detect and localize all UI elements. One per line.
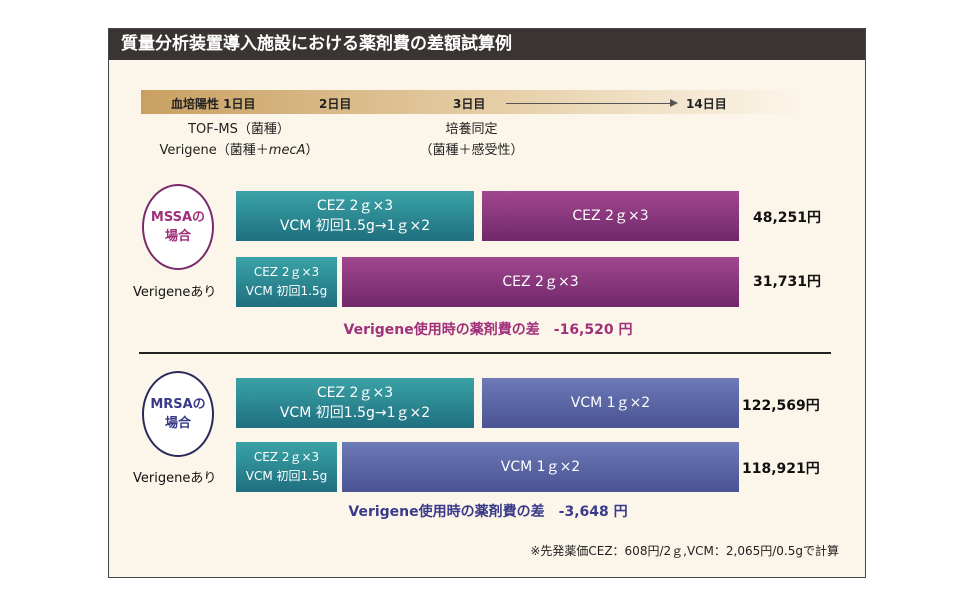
timeline-day2: 2日目 <box>319 97 352 111</box>
text: 場合 <box>164 229 191 244</box>
day1-methods: TOF-MS（菌種） Verigene（菌種＋mecA） <box>129 119 349 161</box>
text: CEZ 2ｇ×3 <box>572 208 649 224</box>
mrsa-row1-bar2: VCM 1ｇ×2 <box>482 378 739 428</box>
text: CEZ 2ｇ×3 <box>253 450 320 464</box>
mssa-label: MSSAの場合 <box>142 184 214 270</box>
mrsa-row1-amount: 122,569円 <box>742 398 820 414</box>
mssa-row2-amount: 31,731円 <box>753 274 822 290</box>
mssa-row1-bar1: CEZ 2ｇ×3 VCM 初回1.5g→1ｇ×2 <box>236 191 474 241</box>
text: VCM 1ｇ×2 <box>570 395 651 411</box>
mrsa-label: MRSAの場合 <box>142 371 214 457</box>
text: CEZ 2ｇ×3 <box>316 198 394 214</box>
mssa-row2-bar2: CEZ 2ｇ×3 <box>342 257 739 307</box>
text: Verigene（菌種＋ <box>159 143 269 158</box>
mrsa-row2-bar2: VCM 1ｇ×2 <box>342 442 739 492</box>
mssa-diff: Verigene使用時の薬剤費の差 -16,520 円 <box>343 322 633 338</box>
text: ） <box>305 143 319 158</box>
text: VCM 初回1.5g <box>245 284 328 298</box>
text: VCM 初回1.5g <box>245 469 328 483</box>
text: VCM 1ｇ×2 <box>500 459 581 475</box>
text: 場合 <box>164 416 191 431</box>
footnote: ※先発薬価CEZ：608円/2ｇ,VCM：2,065円/0.5gで計算 <box>530 544 839 558</box>
mssa-row1-bar2: CEZ 2ｇ×3 <box>482 191 739 241</box>
method-culture-detail: （菌種＋感受性） <box>419 143 524 158</box>
figure-title: 質量分析装置導入施設における薬剤費の差額試算例 <box>109 29 865 60</box>
timeline-day1: 血培陽性 1日目 <box>171 97 256 111</box>
timeline-day3: 3日目 <box>453 97 486 111</box>
method-tofms: TOF-MS（菌種） <box>188 122 290 137</box>
mrsa-diff: Verigene使用時の薬剤費の差 -3,648 円 <box>348 504 628 520</box>
figure-frame: 質量分析装置導入施設における薬剤費の差額試算例 血培陽性 1日目 2日目 3日目… <box>108 28 866 578</box>
day3-methods: 培養同定 （菌種＋感受性） <box>399 119 544 161</box>
method-culture: 培養同定 <box>445 122 498 137</box>
text: VCM 初回1.5g→1ｇ×2 <box>279 218 431 234</box>
mssa-row1-amount: 48,251円 <box>753 210 822 226</box>
arrow-icon <box>506 99 678 107</box>
divider <box>139 352 831 354</box>
mssa-row2-bar1: CEZ 2ｇ×3 VCM 初回1.5g <box>236 257 337 307</box>
text-mecA: mecA <box>268 143 306 158</box>
text: CEZ 2ｇ×3 <box>502 274 579 290</box>
text: MSSAの <box>150 210 206 225</box>
text: CEZ 2ｇ×3 <box>253 265 320 279</box>
text: CEZ 2ｇ×3 <box>316 385 394 401</box>
mrsa-row1-bar1: CEZ 2ｇ×3 VCM 初回1.5g→1ｇ×2 <box>236 378 474 428</box>
mssa-row2-label: Verigeneあり <box>133 285 217 300</box>
timeline-day14: 14日目 <box>686 97 727 111</box>
mrsa-row2-amount: 118,921円 <box>742 461 820 477</box>
timeline-bar <box>141 90 806 114</box>
method-verigene: Verigene（菌種＋mecA） <box>129 140 349 161</box>
text: MRSAの <box>150 397 206 412</box>
mrsa-row2-bar1: CEZ 2ｇ×3 VCM 初回1.5g <box>236 442 337 492</box>
text: VCM 初回1.5g→1ｇ×2 <box>279 405 431 421</box>
mrsa-row2-label: Verigeneあり <box>133 471 217 486</box>
